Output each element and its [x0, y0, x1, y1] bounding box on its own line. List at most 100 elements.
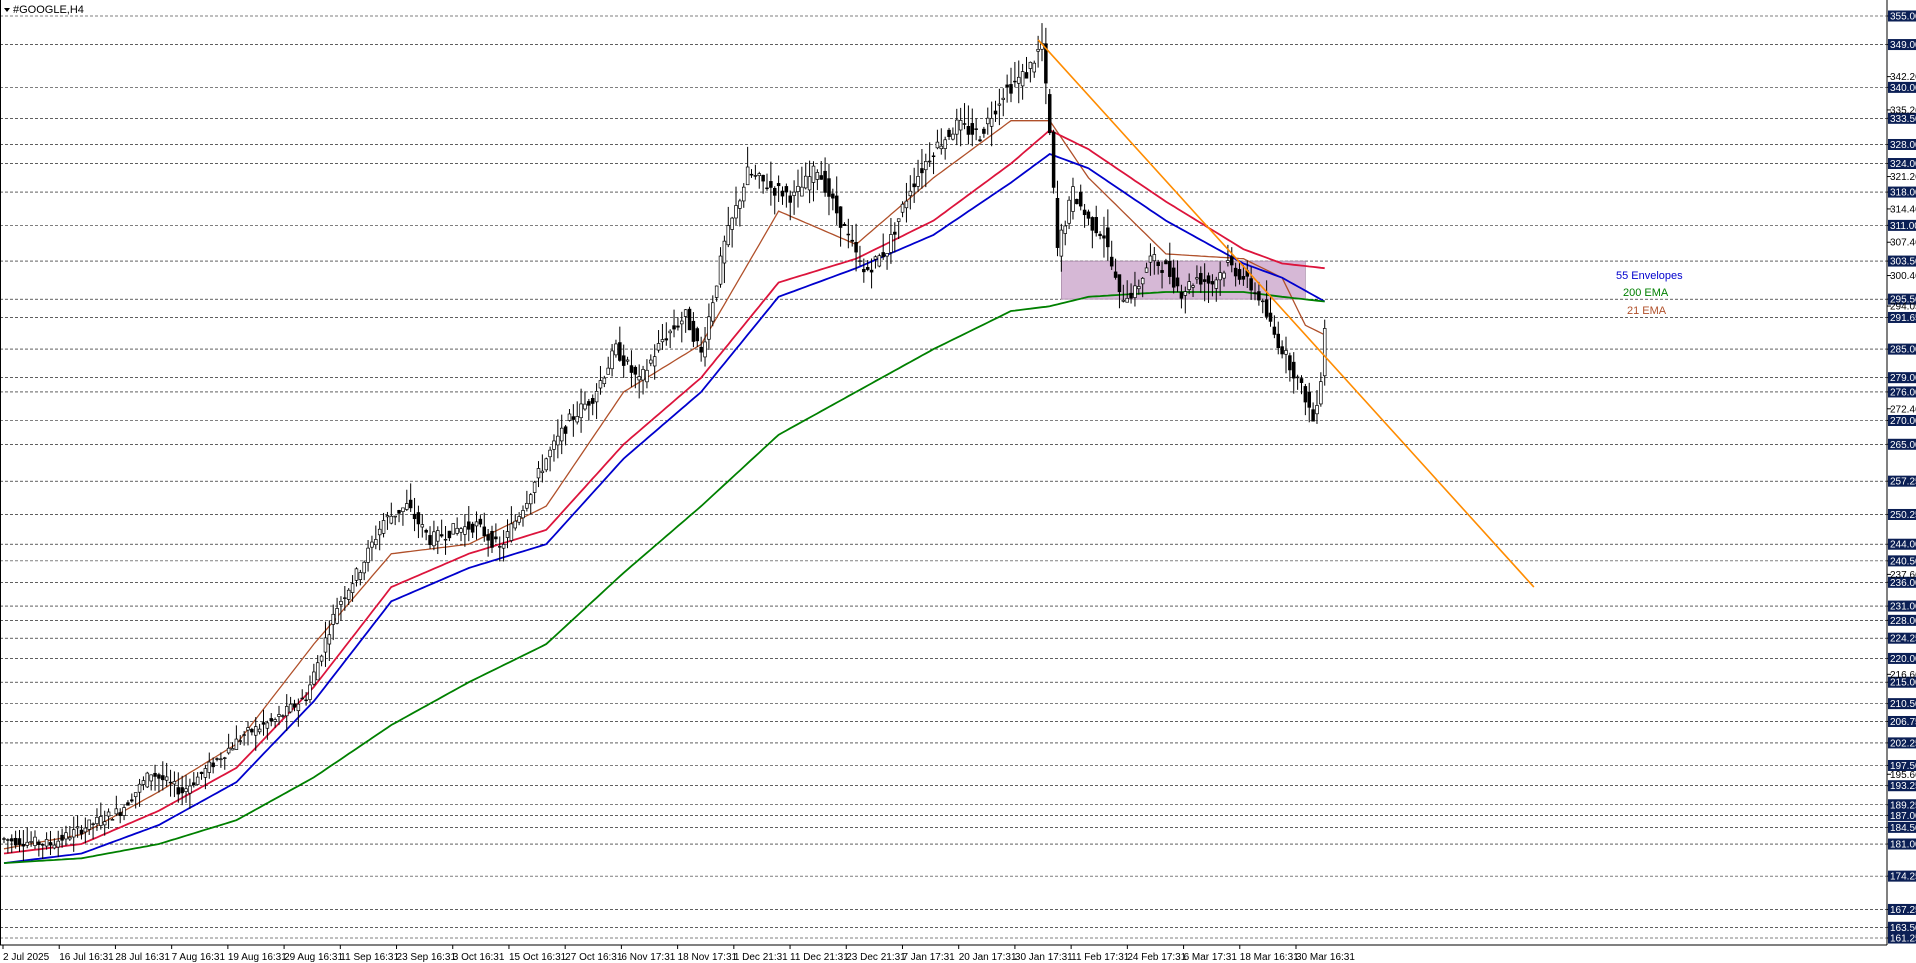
price-level-label: 295.50 [1890, 295, 1916, 306]
trendline-layer[interactable] [1037, 39, 1535, 588]
price-bar [618, 326, 622, 362]
time-axis-label: 6 Mar 17:31 [1184, 952, 1238, 963]
price-bar [687, 306, 692, 331]
price-bar [478, 515, 483, 528]
time-axis-label: 16 Jul 16:31 [59, 952, 114, 963]
price-bar [161, 761, 165, 791]
time-axis-label: 11 Dec 21:31 [790, 952, 849, 963]
price-bar [436, 526, 440, 555]
price-bar [60, 828, 64, 848]
price-level-label: 174.25 [1890, 872, 1916, 883]
price-bar [738, 198, 742, 227]
price-bar [87, 819, 91, 835]
price-bar [1241, 265, 1246, 286]
price-bar [745, 146, 750, 186]
price-bar [730, 216, 734, 248]
price-bar [1005, 74, 1009, 103]
ema200-line [3, 291, 1325, 864]
price-bar [40, 843, 45, 859]
price-level-label: 202.25 [1890, 738, 1916, 749]
price-bar [1291, 352, 1296, 394]
price-bar [966, 105, 971, 145]
price-bar [106, 808, 111, 829]
price-bar [408, 483, 413, 512]
price-bar [711, 295, 715, 327]
price-bars [2, 23, 1327, 861]
time-axis-label: 19 Aug 16:31 [228, 952, 287, 963]
price-bar [652, 344, 657, 380]
price-bar [2, 836, 6, 844]
price-bar [645, 359, 649, 389]
price-bar [250, 727, 254, 736]
price-bar [9, 834, 14, 853]
price-bar [1047, 88, 1052, 136]
price-bar [904, 182, 909, 223]
price-level-label: 181.00 [1890, 840, 1916, 851]
price-bar [540, 454, 545, 483]
price-bar [401, 507, 405, 526]
price-bar [1257, 281, 1261, 306]
price-bar [346, 588, 351, 606]
price-bar [1129, 283, 1133, 304]
price-bar [1152, 246, 1157, 275]
price-bar [1090, 216, 1095, 249]
price-bar [1284, 336, 1288, 374]
price-bar [149, 774, 153, 791]
price-bar [1230, 247, 1234, 273]
price-bar [854, 223, 858, 272]
price-level-tag: 355.00 [1888, 10, 1916, 23]
price-bar [312, 663, 316, 686]
price-bar [1210, 274, 1215, 297]
price-bar [482, 512, 487, 542]
price-bar [1082, 203, 1087, 228]
price-bar [1133, 271, 1137, 307]
trendline[interactable] [1037, 39, 1535, 588]
price-bar [254, 717, 258, 751]
price-bar [1001, 88, 1006, 117]
price-bar [1183, 286, 1188, 314]
price-level-label: 197.50 [1890, 761, 1916, 772]
price-bar [1063, 220, 1067, 246]
price-bar [528, 492, 533, 515]
price-level-label: 270.00 [1890, 416, 1916, 427]
price-bar [1055, 180, 1060, 257]
price-scale-label: 216.66 [1890, 670, 1916, 681]
price-bar [281, 714, 285, 719]
price-bar [1009, 67, 1013, 103]
price-bar [726, 206, 731, 248]
price-bar [625, 356, 630, 365]
price-bar [269, 713, 273, 727]
price-bar [1199, 266, 1203, 293]
dropdown-triangle-icon[interactable] [4, 8, 10, 12]
price-level-label: 236.00 [1890, 578, 1916, 589]
price-bar [629, 350, 634, 388]
price-bar [982, 126, 986, 138]
price-bar [130, 793, 134, 803]
price-bar [381, 512, 386, 538]
ema21-label: 21 EMA [1627, 305, 1667, 317]
price-bar [315, 655, 320, 681]
price-bar [885, 253, 889, 270]
price-level-tag: 231.00 [1888, 600, 1916, 613]
time-axis-label: 6 Nov 17:31 [621, 952, 675, 963]
price-bar [548, 446, 552, 472]
price-bar [126, 800, 130, 806]
price-bar [257, 723, 262, 735]
price-bar [908, 175, 913, 210]
price-bar [1264, 280, 1269, 320]
price-level-label: 184.50 [1890, 823, 1916, 834]
price-bar [335, 597, 339, 625]
price-bar [424, 528, 428, 541]
price-bar [439, 519, 444, 538]
price-bar [157, 772, 161, 793]
price-bar [1195, 265, 1199, 284]
price-bar [703, 326, 707, 367]
price-bar [114, 795, 119, 817]
price-bar [838, 206, 843, 247]
price-bar [1276, 321, 1280, 355]
price-level-tag: 349.00 [1888, 39, 1916, 51]
price-level-tag: 279.00 [1888, 372, 1916, 384]
price-level-tag: 303.50 [1888, 255, 1916, 268]
price-bar [765, 173, 769, 191]
price-bar [64, 825, 68, 846]
